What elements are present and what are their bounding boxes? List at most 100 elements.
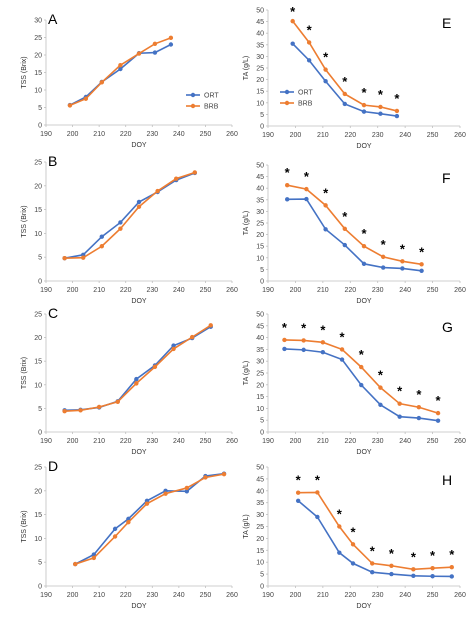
significance-asterisk: * xyxy=(359,347,365,362)
legend-label-ort: ORT xyxy=(204,93,219,100)
data-point-ort xyxy=(449,574,454,579)
x-tick-label: 250 xyxy=(427,592,439,599)
x-axis-label: DOY xyxy=(356,449,372,456)
x-axis-label: DOY xyxy=(131,298,147,305)
x-tick-label: 240 xyxy=(173,438,185,445)
panel-b: 0 5 10 15 20 25 190 200 210 220 230 240 250 260 DOY TSS… xyxy=(21,153,238,305)
significance-asterisk: * xyxy=(378,87,384,102)
y-tick-label: 35 xyxy=(256,42,264,49)
significance-asterisk: * xyxy=(361,226,367,241)
series-line-ort xyxy=(297,500,452,578)
data-point-brb xyxy=(184,485,190,491)
data-point-ort xyxy=(361,109,367,114)
y-tick-label: 10 xyxy=(34,536,42,543)
data-point-brb xyxy=(189,334,195,340)
x-tick-label: 240 xyxy=(173,131,185,138)
legend-label-brb: BRB xyxy=(298,101,313,108)
y-axis-label: TSS (Brix) xyxy=(21,510,28,542)
y-tick-label: 15 xyxy=(34,70,42,77)
data-point-brb xyxy=(115,399,120,404)
x-tick-label: 190 xyxy=(40,592,52,599)
data-point-brb xyxy=(155,188,160,194)
significance-asterisk: * xyxy=(389,546,395,561)
x-tick-label: 220 xyxy=(120,592,132,599)
significance-asterisk: * xyxy=(296,473,302,488)
data-point-brb xyxy=(449,564,454,570)
y-tick-label: 0 xyxy=(38,279,42,286)
data-point-brb xyxy=(118,62,123,68)
x-tick-label: 220 xyxy=(120,131,132,138)
data-point-brb xyxy=(320,340,326,345)
y-axis-label: TA (g/L) xyxy=(243,211,250,235)
data-point-ort xyxy=(126,516,131,522)
x-tick-label: 250 xyxy=(427,438,439,445)
data-point-brb xyxy=(144,501,150,506)
legend-marker-brb xyxy=(190,103,196,109)
panel-letter: H xyxy=(442,472,452,488)
y-tick-label: 25 xyxy=(34,465,42,472)
data-point-ort xyxy=(134,376,139,382)
x-tick-label: 260 xyxy=(454,592,466,599)
legend-label-brb: BRB xyxy=(204,104,219,111)
y-tick-label: 10 xyxy=(256,255,264,262)
data-point-brb xyxy=(435,410,441,416)
y-tick-label: 25 xyxy=(256,221,264,228)
data-point-ort xyxy=(419,268,424,273)
x-axis-label: DOY xyxy=(131,603,147,610)
data-point-ort xyxy=(171,343,176,348)
data-point-brb xyxy=(430,565,435,571)
y-tick-label: 5 xyxy=(260,572,264,579)
data-point-brb xyxy=(394,108,400,114)
y-tick-label: 5 xyxy=(260,418,264,425)
significance-asterisk: * xyxy=(323,185,329,200)
data-point-brb xyxy=(126,520,131,525)
x-axis-label: DOY xyxy=(356,298,372,305)
x-tick-label: 190 xyxy=(262,438,274,445)
y-tick-label: 15 xyxy=(34,207,42,214)
y-tick-label: 40 xyxy=(256,186,264,193)
data-point-ort xyxy=(320,350,326,355)
x-tick-label: 250 xyxy=(200,438,212,445)
data-point-ort xyxy=(400,266,405,271)
data-point-brb xyxy=(203,475,208,480)
x-tick-label: 250 xyxy=(427,287,439,294)
y-tick-label: 20 xyxy=(256,232,264,239)
data-point-brb xyxy=(62,409,67,414)
x-tick-label: 260 xyxy=(226,131,238,138)
significance-asterisk: * xyxy=(342,209,348,224)
data-point-ort xyxy=(389,571,394,577)
series-line-brb xyxy=(64,171,196,259)
data-point-brb xyxy=(301,338,306,343)
data-point-ort xyxy=(378,111,383,116)
data-point-ort xyxy=(304,196,309,202)
y-tick-label: 40 xyxy=(256,488,264,495)
x-tick-label: 210 xyxy=(93,438,105,445)
data-point-ort xyxy=(184,489,190,494)
data-point-brb xyxy=(389,563,394,568)
data-point-ort xyxy=(378,402,383,408)
y-tick-label: 5 xyxy=(38,560,42,567)
significance-asterisk: * xyxy=(436,393,442,408)
legend-marker-ort xyxy=(190,92,196,98)
x-tick-label: 240 xyxy=(399,287,411,294)
significance-asterisk: * xyxy=(315,472,321,487)
x-tick-label: 220 xyxy=(344,132,356,139)
data-point-brb xyxy=(152,41,158,46)
data-point-ort xyxy=(394,113,400,119)
data-point-ort xyxy=(416,415,422,421)
y-tick-label: 25 xyxy=(34,312,42,319)
x-tick-label: 240 xyxy=(399,132,411,139)
x-tick-label: 260 xyxy=(226,592,238,599)
data-point-ort xyxy=(295,498,301,503)
panel-letter: E xyxy=(442,15,451,31)
y-tick-label: 30 xyxy=(256,54,264,61)
data-point-ort xyxy=(411,573,416,578)
x-tick-label: 230 xyxy=(372,132,384,139)
y-tick-label: 25 xyxy=(256,371,264,378)
panel-letter: B xyxy=(48,153,57,169)
data-point-brb xyxy=(91,555,97,561)
data-point-brb xyxy=(136,204,142,209)
significance-asterisk: * xyxy=(301,320,307,335)
data-point-ort xyxy=(435,418,441,423)
data-point-ort xyxy=(315,514,320,520)
